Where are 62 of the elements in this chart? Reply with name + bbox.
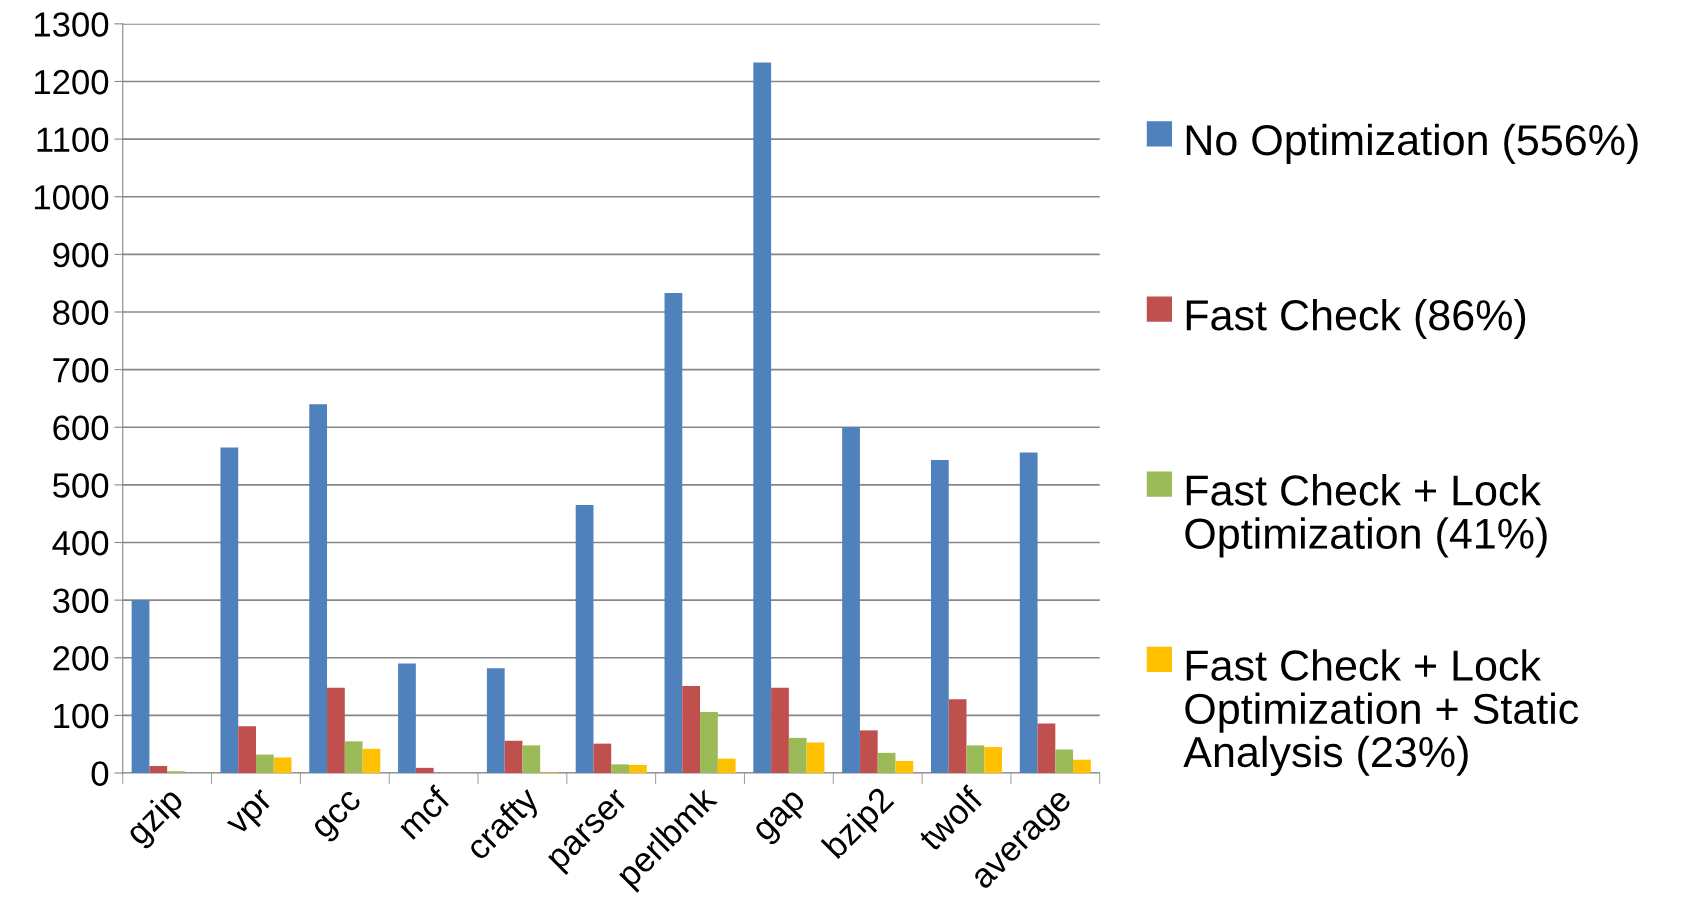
bar (309, 404, 328, 774)
y-tick-label: 500 (53, 473, 109, 498)
bar (575, 505, 594, 774)
y-tick-label: 200 (53, 646, 109, 671)
bar (700, 711, 718, 774)
bar (255, 754, 274, 774)
bar (682, 686, 701, 774)
bar (344, 741, 363, 774)
bar (930, 460, 949, 774)
bar (788, 737, 807, 774)
y-tick-label: 0 (91, 761, 109, 786)
bar (842, 427, 860, 774)
bar (398, 663, 416, 774)
legend-label: Fast Check + Lock Optimization (41%) (1185, 474, 1547, 558)
bar (966, 745, 985, 774)
y-tick-label: 400 (52, 530, 109, 556)
y-tick-label: 1000 (34, 185, 109, 210)
bar (984, 747, 1003, 774)
y-tick-label: 300 (52, 588, 109, 614)
bar (131, 600, 150, 774)
y-tick-label: 600 (53, 415, 109, 441)
x-tick-label: mcf (395, 784, 452, 841)
legend-label: No Optimization (556%) (1186, 123, 1638, 164)
y-tick-label: 1300 (34, 12, 109, 37)
bar (1073, 759, 1091, 774)
bar (1019, 452, 1038, 774)
bar (806, 742, 825, 774)
legend-label: Fast Check + Lock Optimization + Static Analysis (23%) (1183, 649, 1579, 776)
bar (504, 740, 523, 774)
bar (327, 687, 345, 774)
y-tick-label: 100 (54, 703, 109, 729)
x-tick-label: vpr (226, 789, 279, 842)
bar (753, 62, 772, 774)
bar (362, 748, 381, 774)
bar (859, 730, 878, 774)
bar (1055, 749, 1074, 774)
bar (1037, 723, 1056, 774)
bar (611, 764, 630, 774)
bar (948, 699, 967, 774)
y-tick-label: 800 (53, 300, 109, 325)
bar (877, 752, 896, 774)
bar (220, 447, 239, 774)
bar (415, 767, 434, 774)
bar (593, 743, 612, 774)
bar (717, 758, 736, 774)
bar (771, 687, 789, 774)
y-tick-label: 1100 (37, 127, 109, 153)
bar (664, 292, 683, 774)
bar (238, 726, 256, 774)
bar (149, 766, 168, 774)
y-tick-label: 900 (53, 242, 109, 268)
bar (895, 760, 914, 774)
y-tick-label: 700 (53, 357, 109, 383)
x-tick-label: gcc (312, 789, 368, 845)
legend-label: Fast Check (86%) (1186, 298, 1526, 340)
x-tick-label: gzip (123, 785, 190, 852)
bar (629, 764, 647, 774)
bar (273, 757, 292, 774)
bar (522, 745, 541, 774)
x-tick-label: gap (753, 789, 811, 847)
y-tick-label: 1200 (34, 69, 109, 95)
bar (486, 668, 505, 774)
